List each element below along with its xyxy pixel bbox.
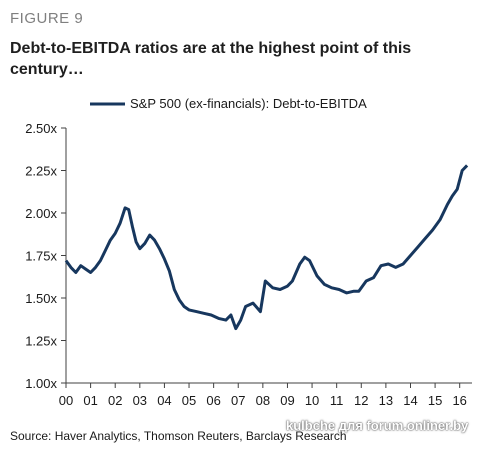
x-tick-label: 03 — [133, 393, 147, 408]
x-tick-label: 14 — [403, 393, 417, 408]
legend-label: S&P 500 (ex-financials): Debt-to-EBITDA — [130, 96, 367, 111]
y-tick-label: 1.50x — [25, 291, 57, 306]
x-tick-label: 09 — [280, 393, 294, 408]
x-axis-ticks: 00 01 02 03 04 05 06 07 08 09 10 11 12 13 14 15 16 — [59, 383, 467, 408]
x-tick-label: 13 — [379, 393, 393, 408]
x-tick-label: 04 — [157, 393, 171, 408]
x-tick-label: 07 — [231, 393, 245, 408]
y-tick-label: 1.25x — [25, 334, 57, 349]
watermark: kulbche для forum.onliner.by — [286, 418, 469, 433]
y-axis-ticks: 1.00x 1.25x 1.50x 1.75x 2.00x 2.25x 2.50x — [25, 121, 66, 391]
legend: S&P 500 (ex-financials): Debt-to-EBITDA — [90, 96, 367, 111]
y-tick-label: 1.75x — [25, 249, 57, 264]
y-tick-label: 2.00x — [25, 206, 57, 221]
y-tick-label: 1.00x — [25, 376, 57, 391]
x-tick-label: 10 — [305, 393, 319, 408]
y-tick-label: 2.50x — [25, 121, 57, 136]
x-tick-label: 06 — [206, 393, 220, 408]
series-line — [64, 164, 469, 331]
x-tick-label: 12 — [354, 393, 368, 408]
x-tick-label: 15 — [428, 393, 442, 408]
x-tick-label: 08 — [256, 393, 270, 408]
y-tick-label: 2.25x — [25, 164, 57, 179]
figure-label: FIGURE 9 — [10, 10, 84, 27]
x-tick-label: 01 — [83, 393, 97, 408]
source-note: Source: Haver Analytics, Thomson Reuters… — [10, 429, 347, 443]
chart-title: Debt-to-EBITDA ratios are at the highest… — [10, 40, 412, 78]
x-tick-label: 02 — [108, 393, 122, 408]
x-tick-label: 00 — [59, 393, 73, 408]
x-tick-label: 11 — [330, 393, 344, 408]
x-tick-label: 16 — [452, 393, 466, 408]
x-tick-label: 05 — [182, 393, 196, 408]
